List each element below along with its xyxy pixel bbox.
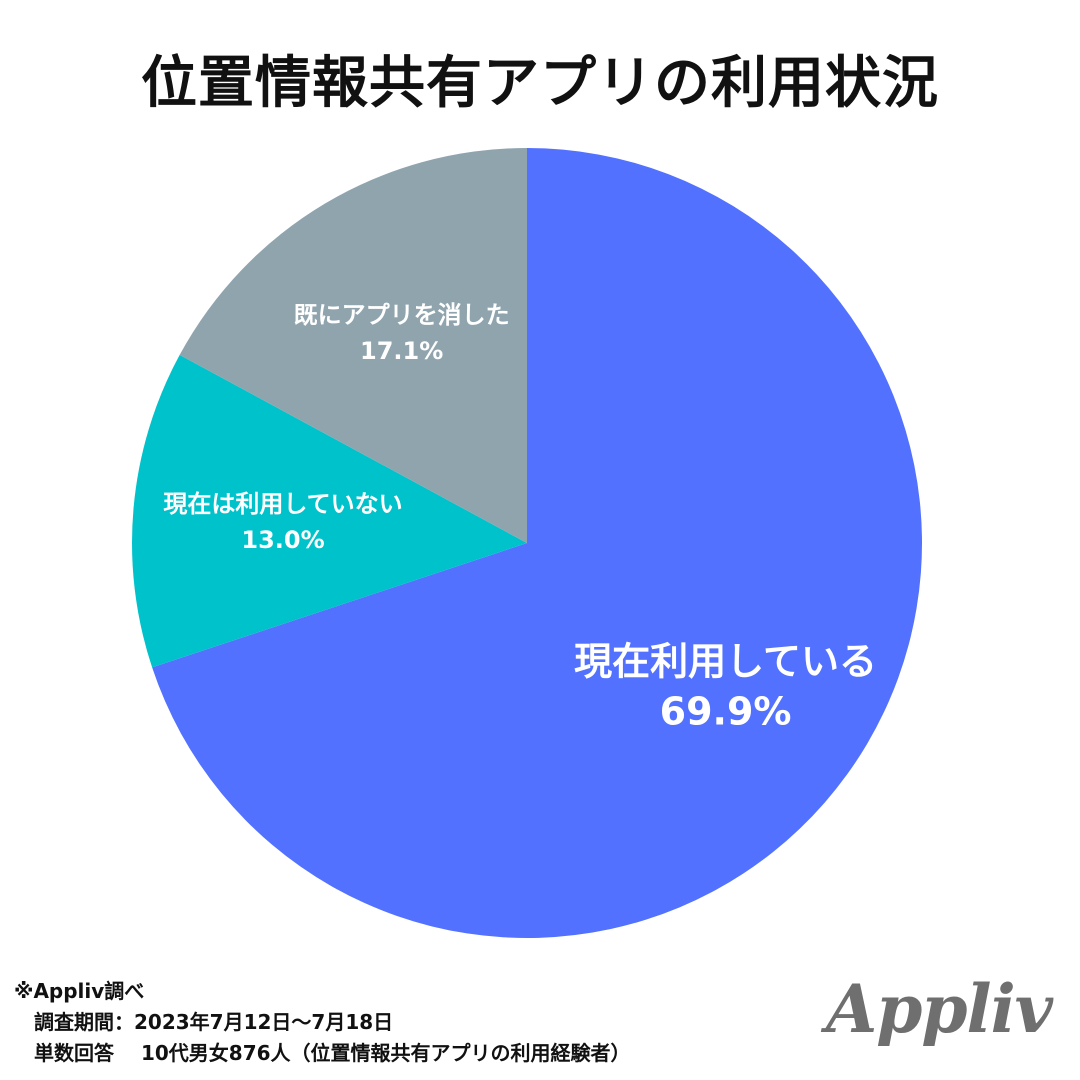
survey-period: 調査期間：2023年7月12日〜7月18日 [14, 1010, 394, 1034]
slice-category-label: 現在は利用していない [163, 490, 402, 518]
slice-value-label: 17.1% [360, 337, 443, 365]
slice-value-label: 69.9% [660, 690, 792, 734]
slice-category-label: 既にアプリを消した [294, 301, 510, 329]
chart-footnote: ※Appliv調べ 調査期間：2023年7月12日〜7月18日 単数回答 10代… [14, 976, 631, 1069]
pie-slice [152, 148, 923, 939]
slice-category-label: 現在利用している [574, 640, 877, 684]
appliv-logo: Appliv [826, 970, 1053, 1048]
pie-slice [179, 147, 528, 543]
pie-slice [132, 354, 528, 668]
slice-value-label: 13.0% [241, 526, 324, 554]
source-note: ※Appliv調べ [14, 979, 145, 1003]
chart-title: 位置情報共有アプリの利用状況 [141, 51, 939, 116]
survey-respondents: 単数回答 10代男女876人（位置情報共有アプリの利用経験者） [14, 1041, 631, 1065]
